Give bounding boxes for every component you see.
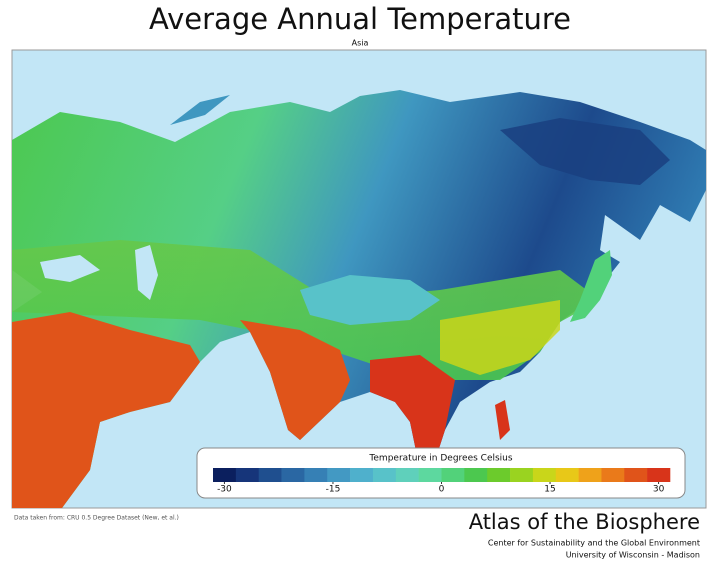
color-swatch (418, 468, 442, 482)
color-swatch (532, 468, 557, 482)
tick-label: -15 (326, 485, 341, 495)
title: Average Annual Temperature (149, 2, 571, 36)
caspian (135, 245, 158, 300)
color-swatch (372, 468, 397, 482)
color-swatch (578, 468, 602, 482)
japan (570, 250, 612, 322)
tibet (300, 275, 440, 325)
atlas-title: Atlas of the Biosphere (469, 510, 700, 534)
siberia-cold (500, 118, 670, 185)
tick-label: 0 (439, 485, 445, 495)
black-sea (40, 255, 100, 282)
tick-label: 15 (544, 485, 555, 495)
color-swatch (395, 468, 419, 482)
color-swatch (258, 468, 282, 482)
source-note: Data taken from: CRU 0.5 Degree Dataset … (14, 515, 179, 522)
color-swatch (647, 468, 671, 482)
legend: Temperature in Degrees Celsius -30 -15 0 15… (196, 447, 686, 499)
center-name: Center for Sustainability and the Global… (488, 539, 700, 548)
china-warm (440, 300, 560, 375)
color-swatch (213, 468, 237, 482)
map (11, 49, 707, 509)
color-swatch (601, 468, 625, 482)
legend-title: Temperature in Degrees Celsius (368, 454, 512, 464)
color-swatch (487, 468, 511, 482)
color-swatch (304, 468, 328, 482)
colorbar: -30 -15 0 15 30 (213, 468, 671, 495)
color-swatch (327, 468, 351, 482)
tick-label: 30 (653, 485, 665, 495)
color-swatch (555, 468, 579, 482)
color-swatch (350, 468, 374, 482)
philippines (495, 400, 510, 440)
novaya-zemlya (170, 95, 230, 125)
india (240, 320, 350, 440)
university-name: University of Wisconsin - Madison (566, 551, 700, 560)
subtitle: Asia (352, 39, 369, 48)
arabia-africa (12, 312, 200, 508)
color-swatch (441, 468, 465, 482)
color-swatch (510, 468, 534, 482)
se-asia (370, 355, 455, 470)
color-swatch (624, 468, 648, 482)
color-swatch (281, 468, 305, 482)
color-swatch (235, 468, 259, 482)
color-swatch (464, 468, 488, 482)
tick-label: -30 (217, 485, 232, 495)
